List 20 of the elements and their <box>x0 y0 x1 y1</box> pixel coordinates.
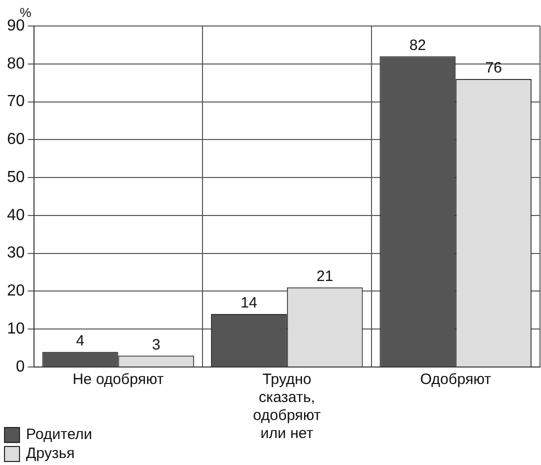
x-tick-label: Одобряют <box>420 371 492 388</box>
y-tick-label: 10 <box>7 320 25 338</box>
data-label: 3 <box>152 336 160 354</box>
legend-label: Друзья <box>26 445 75 462</box>
y-tick-label: 40 <box>7 206 25 224</box>
legend-label: Родители <box>26 426 92 443</box>
y-tick-label: 70 <box>7 93 25 110</box>
y-tick-label: 30 <box>7 244 25 262</box>
x-tick-label: Не одобряют <box>72 371 164 388</box>
y-tick-label: 0 <box>16 358 25 376</box>
y-tick-label: 50 <box>7 168 25 186</box>
data-label: 82 <box>409 36 426 54</box>
data-label: 76 <box>485 60 502 77</box>
data-label: 14 <box>240 294 258 312</box>
y-tick-label: 60 <box>7 131 25 148</box>
data-label: 21 <box>316 268 334 286</box>
y-tick-label: 20 <box>7 282 25 300</box>
y-tick-label: 80 <box>7 55 25 72</box>
x-tick-label: Трудно сказать, одобряют или нет <box>253 371 321 442</box>
data-label: 4 <box>76 332 84 350</box>
